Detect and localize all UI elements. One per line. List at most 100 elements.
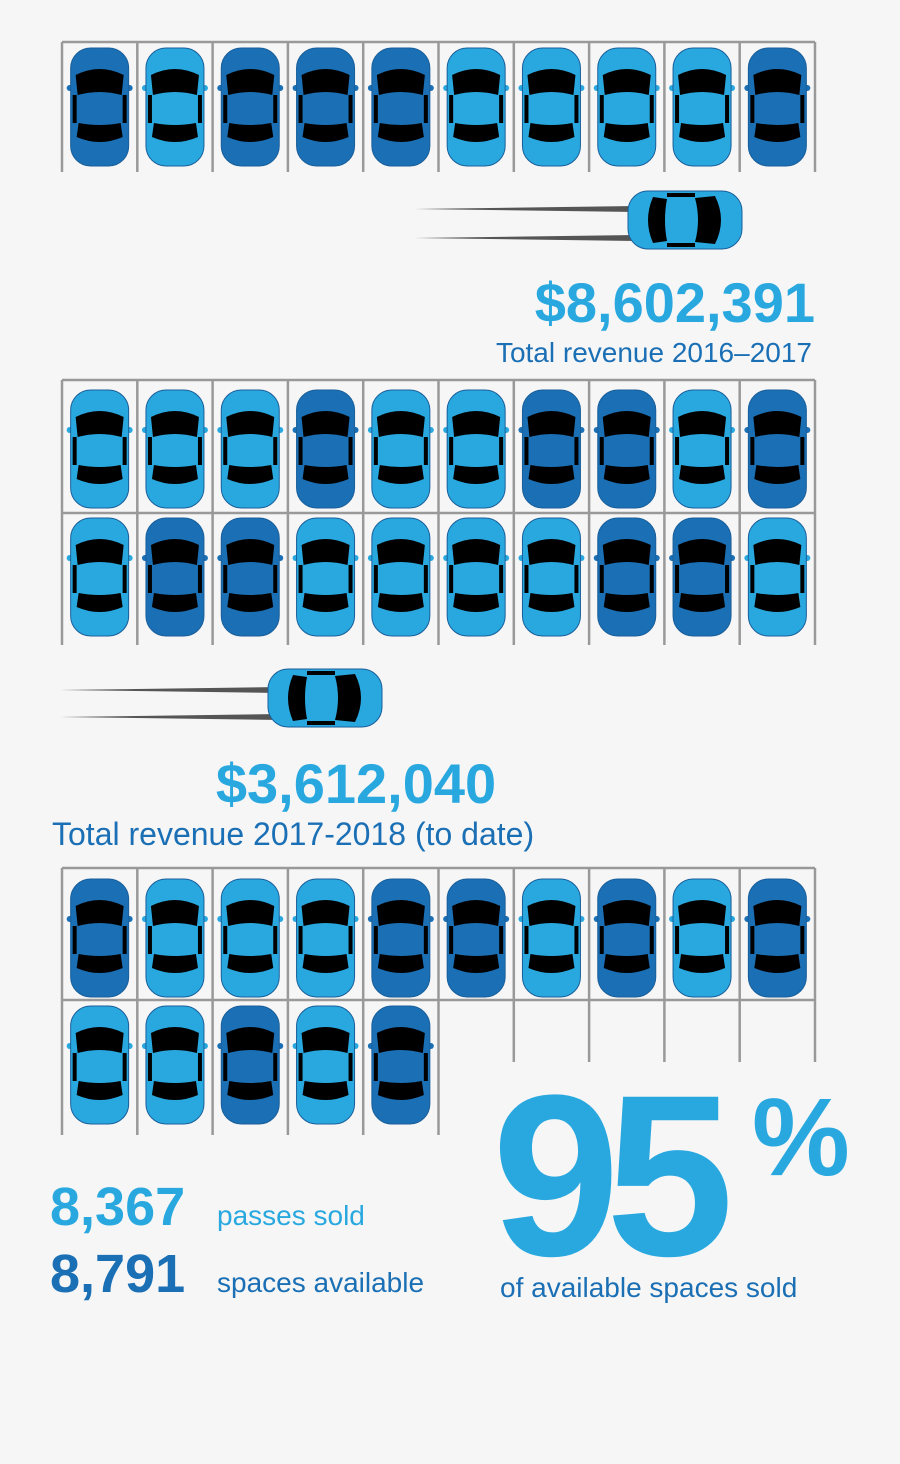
- car-body: [672, 47, 732, 167]
- car-side: [147, 565, 152, 593]
- car-side: [750, 565, 755, 593]
- car: [669, 517, 736, 637]
- car-body: [70, 389, 130, 509]
- car-windshield: [301, 900, 350, 926]
- car: [593, 517, 660, 637]
- car-side: [675, 565, 680, 593]
- car-body: [672, 517, 732, 637]
- percent-label: of available spaces sold: [500, 1272, 797, 1303]
- car-side: [423, 95, 428, 123]
- car-windshield: [376, 69, 425, 95]
- revenue-label: Total revenue 2016–2017: [496, 337, 812, 368]
- car-body: [371, 47, 431, 167]
- car: [141, 878, 208, 998]
- car-windshield: [527, 69, 576, 95]
- car-side: [147, 926, 152, 954]
- car-side: [599, 926, 604, 954]
- car-windshield: [150, 411, 199, 437]
- car-windshield: [527, 539, 576, 565]
- car-side: [348, 565, 353, 593]
- car-rear-window: [679, 593, 726, 612]
- car-side: [223, 565, 228, 593]
- car-windshield: [150, 1027, 199, 1053]
- car: [141, 389, 208, 509]
- car: [367, 517, 434, 637]
- car-rear-window: [302, 954, 349, 973]
- car-body: [145, 878, 205, 998]
- car: [66, 389, 133, 509]
- car-side: [122, 926, 127, 954]
- car-rear-window: [648, 197, 667, 243]
- car-rear-window: [679, 123, 726, 142]
- car-side: [449, 95, 454, 123]
- car-side: [273, 95, 278, 123]
- car-side: [800, 926, 805, 954]
- car: [66, 1005, 133, 1125]
- car-side: [675, 926, 680, 954]
- car-side: [307, 721, 335, 725]
- car-body: [70, 1005, 130, 1125]
- car-side: [122, 1053, 127, 1081]
- car-side: [750, 437, 755, 465]
- car-windshield: [75, 69, 124, 95]
- car-side: [72, 437, 77, 465]
- car-side: [72, 95, 77, 123]
- car-side: [298, 565, 303, 593]
- car-side: [72, 926, 77, 954]
- car: [66, 517, 133, 637]
- car-side: [800, 565, 805, 593]
- car-body: [597, 389, 657, 509]
- car-side: [667, 193, 695, 197]
- car-rear-window: [76, 593, 123, 612]
- car-rear-window: [302, 1081, 349, 1100]
- car-body: [747, 389, 807, 509]
- car-rear-window: [377, 465, 424, 484]
- car-body: [446, 517, 506, 637]
- car-body: [672, 389, 732, 509]
- car-windshield: [150, 900, 199, 926]
- car-rear-window: [377, 123, 424, 142]
- car-windshield: [75, 1027, 124, 1053]
- car-rear-window: [754, 465, 801, 484]
- percent-sign: %: [752, 1076, 850, 1199]
- car: [443, 47, 510, 167]
- car-body: [296, 517, 356, 637]
- car-rear-window: [227, 1081, 274, 1100]
- car: [217, 389, 284, 509]
- car-body: [371, 389, 431, 509]
- car-windshield: [452, 69, 501, 95]
- car-body: [70, 47, 130, 167]
- car-windshield: [452, 411, 501, 437]
- car-body: [521, 47, 581, 167]
- car-windshield: [452, 539, 501, 565]
- car-side: [649, 437, 654, 465]
- car-body: [296, 389, 356, 509]
- car-side: [725, 926, 730, 954]
- car-side: [499, 926, 504, 954]
- car-rear-window: [603, 593, 650, 612]
- spaces-number: 8,791: [50, 1244, 185, 1304]
- car: [669, 47, 736, 167]
- car-windshield: [301, 1027, 350, 1053]
- car-side: [725, 565, 730, 593]
- car-windshield: [678, 69, 727, 95]
- car-side: [725, 95, 730, 123]
- car-windshield: [301, 411, 350, 437]
- car-body: [597, 47, 657, 167]
- car-rear-window: [453, 954, 500, 973]
- car-side: [449, 437, 454, 465]
- car-rear-window: [603, 123, 650, 142]
- car: [217, 878, 284, 998]
- car-rear-window: [377, 1081, 424, 1100]
- car-side: [574, 565, 579, 593]
- car-windshield: [335, 674, 361, 722]
- car-body: [145, 517, 205, 637]
- car: [518, 517, 585, 637]
- car: [217, 47, 284, 167]
- car-side: [298, 1053, 303, 1081]
- car: [292, 389, 359, 509]
- car-side: [122, 565, 127, 593]
- car-side: [273, 926, 278, 954]
- car-side: [223, 926, 228, 954]
